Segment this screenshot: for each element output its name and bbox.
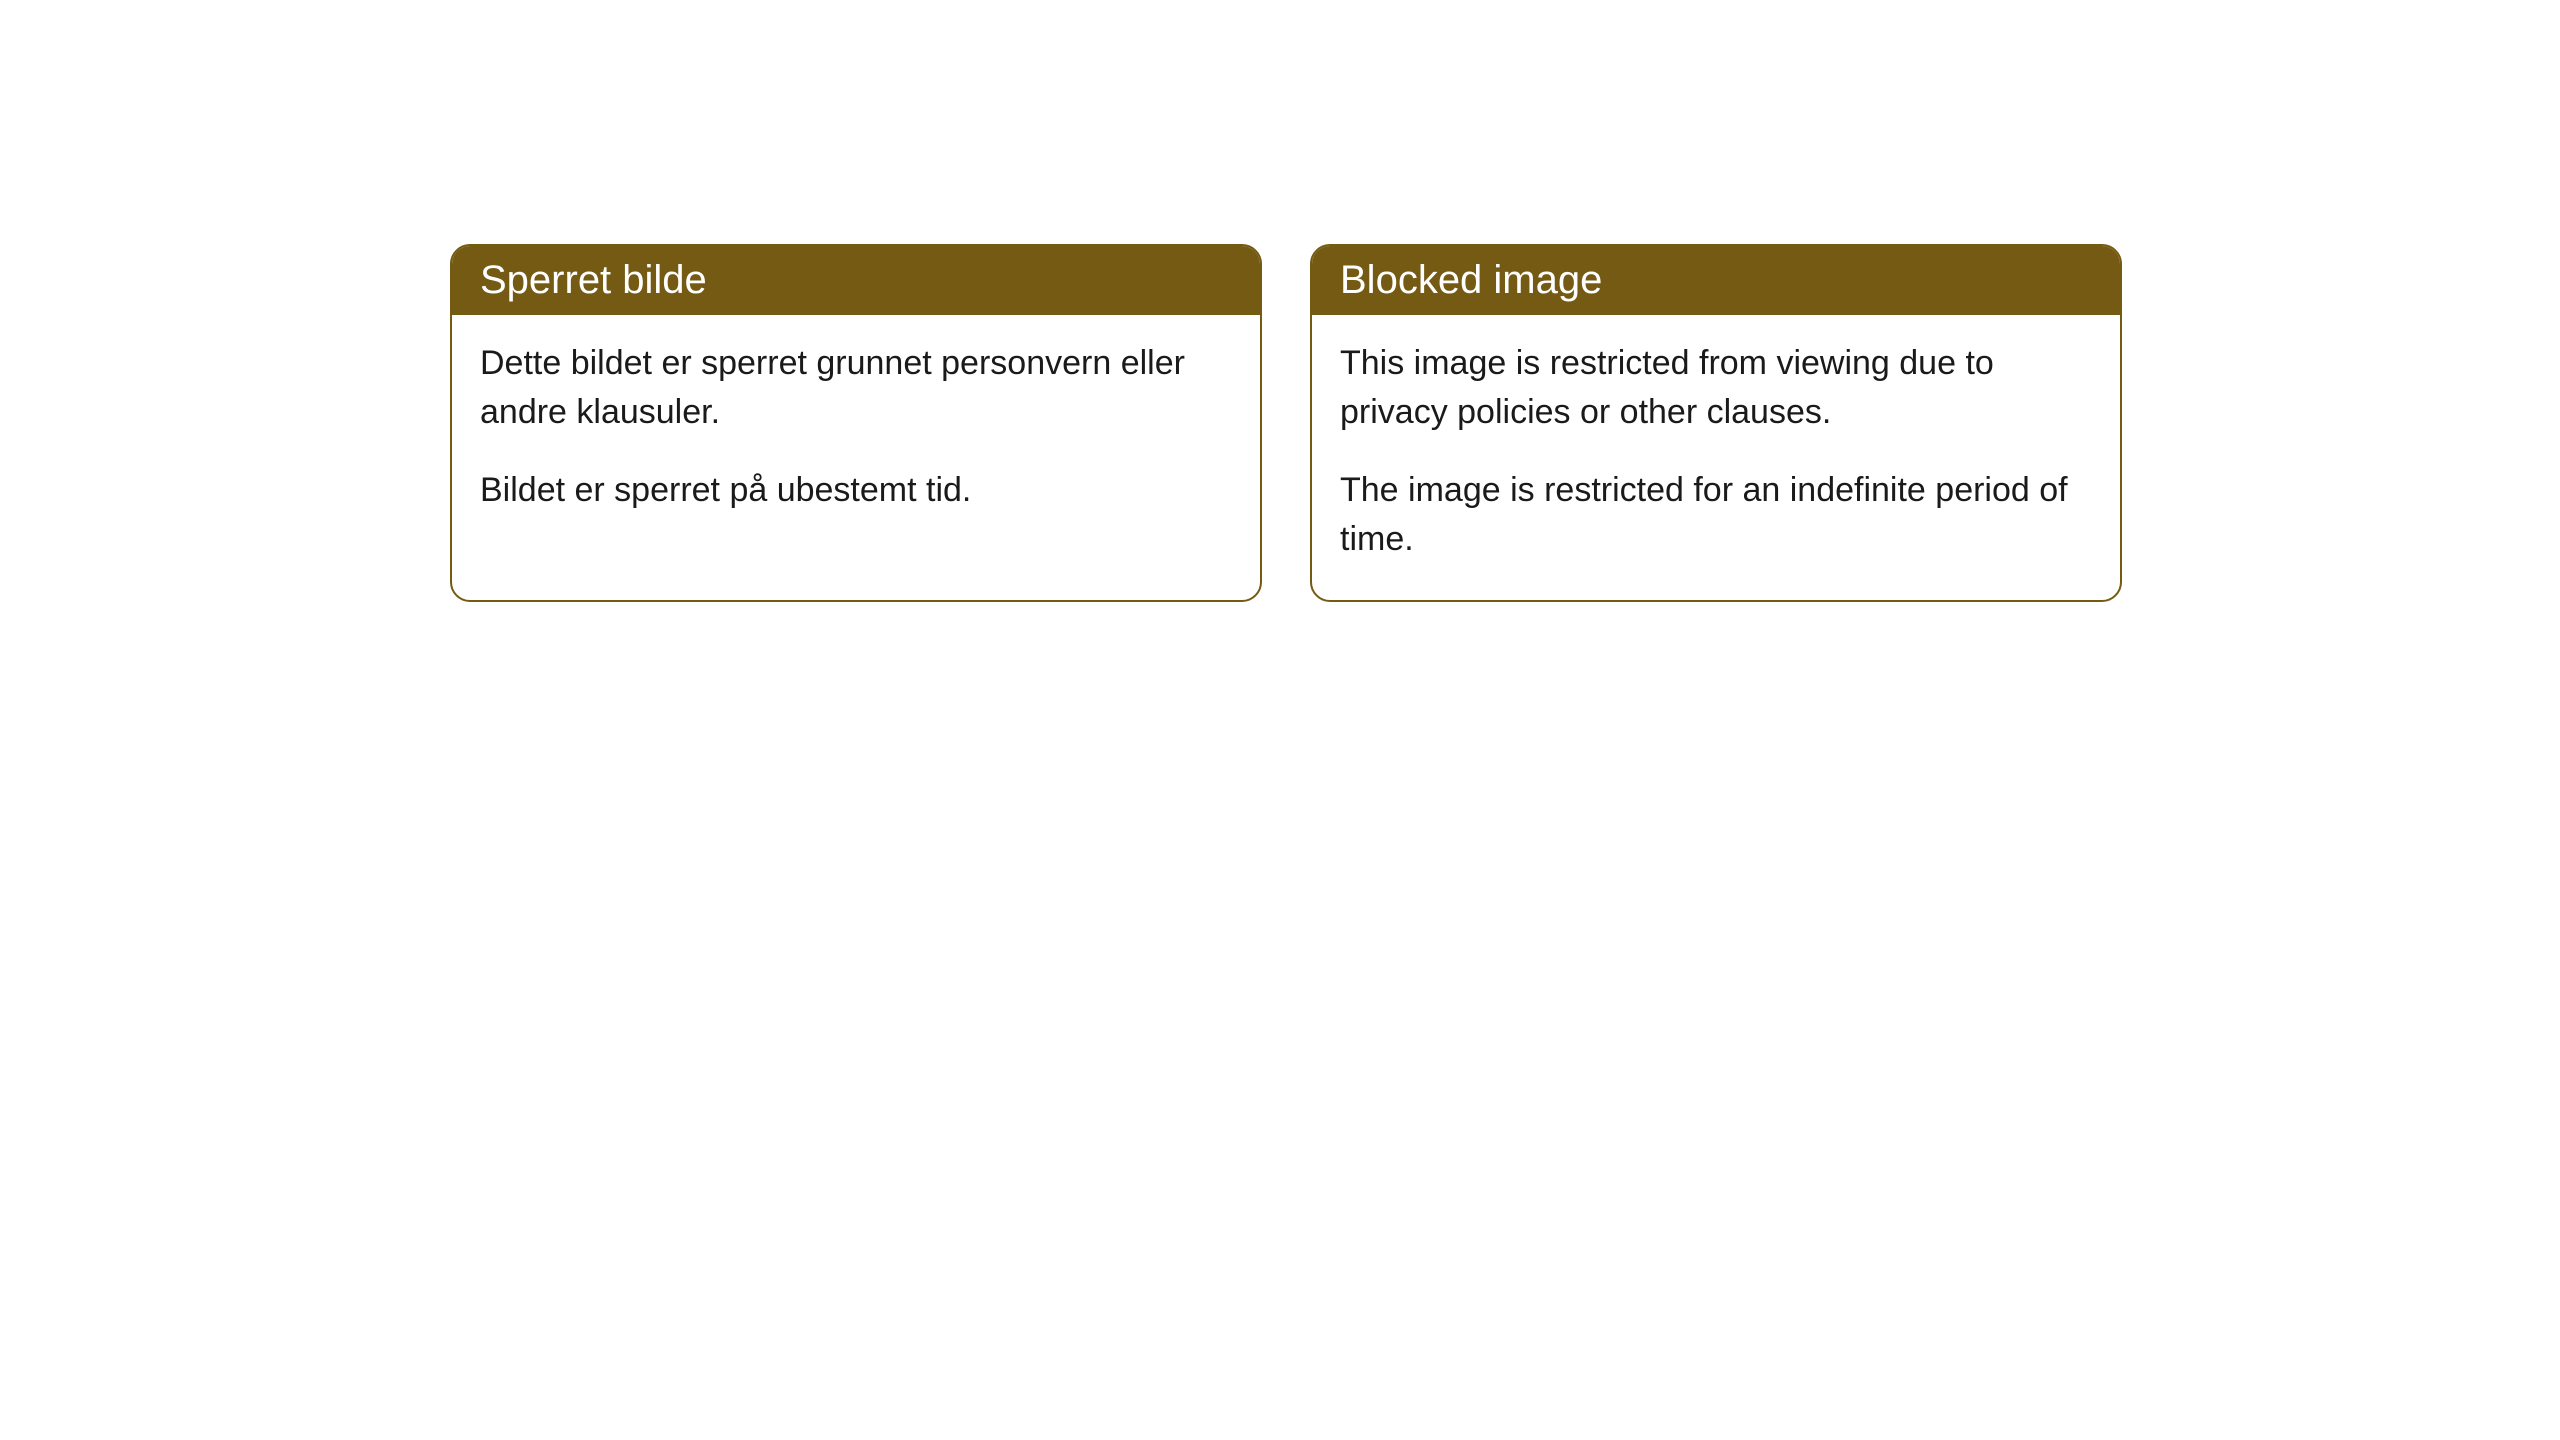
card-norwegian: Sperret bilde Dette bildet er sperret gr…	[450, 244, 1262, 602]
card-text-no-2: Bildet er sperret på ubestemt tid.	[480, 466, 1232, 515]
card-text-en-2: The image is restricted for an indefinit…	[1340, 466, 2092, 565]
card-text-no-1: Dette bildet er sperret grunnet personve…	[480, 339, 1232, 438]
card-title-en: Blocked image	[1340, 258, 1602, 302]
card-body-en: This image is restricted from viewing du…	[1312, 315, 2120, 600]
card-body-no: Dette bildet er sperret grunnet personve…	[452, 315, 1260, 551]
card-header-no: Sperret bilde	[452, 246, 1260, 315]
card-title-no: Sperret bilde	[480, 258, 707, 302]
card-header-en: Blocked image	[1312, 246, 2120, 315]
card-text-en-1: This image is restricted from viewing du…	[1340, 339, 2092, 438]
card-english: Blocked image This image is restricted f…	[1310, 244, 2122, 602]
blocked-image-cards: Sperret bilde Dette bildet er sperret gr…	[450, 244, 2122, 602]
